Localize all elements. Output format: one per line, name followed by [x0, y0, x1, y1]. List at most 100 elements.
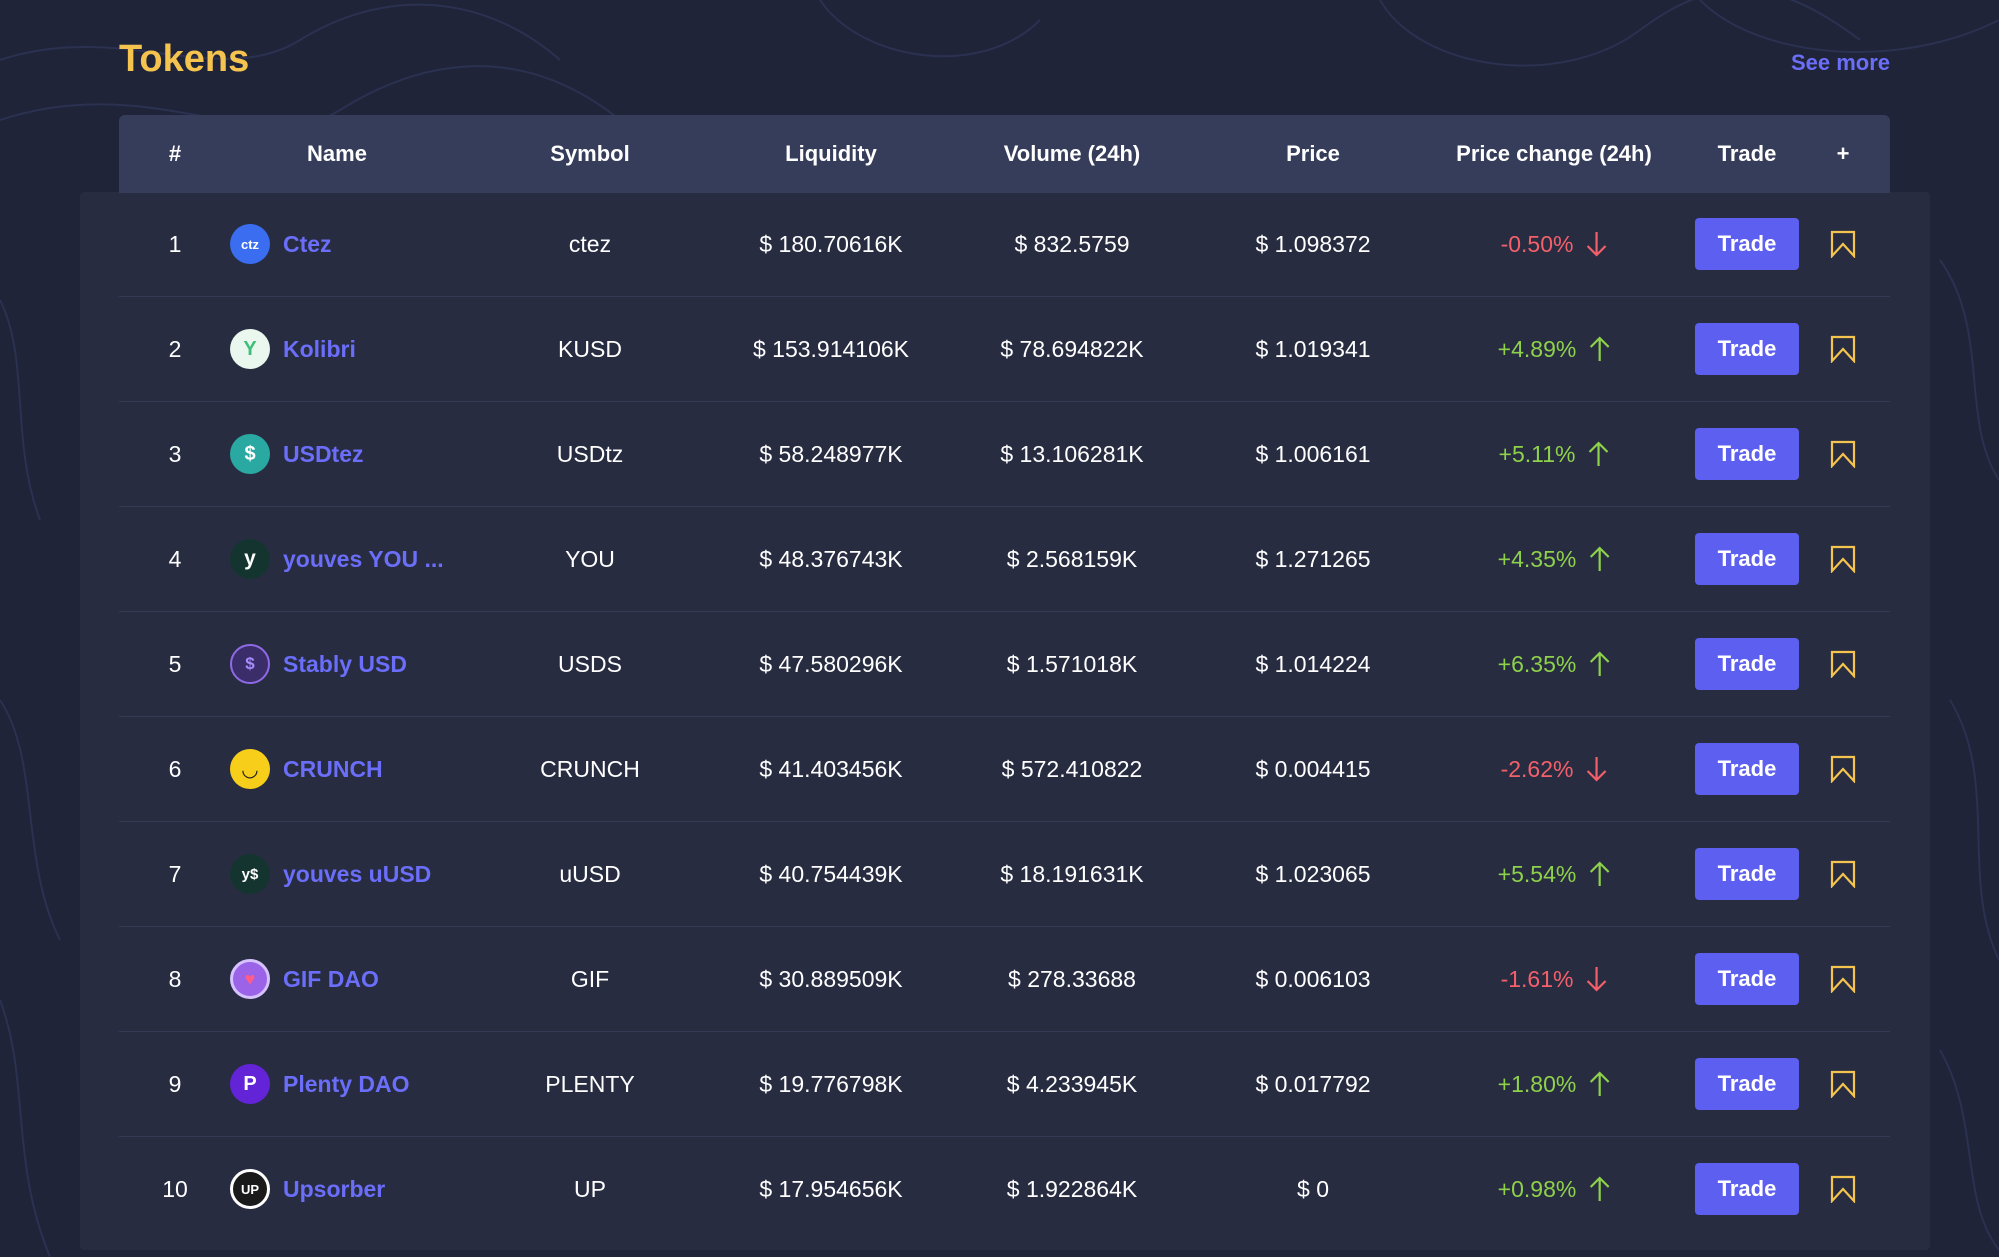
- trade-button[interactable]: Trade: [1695, 1163, 1799, 1215]
- arrow-down-icon: [1585, 231, 1607, 257]
- token-symbol: ctez: [568, 231, 612, 257]
- table-header: # Name Symbol Liquidity Volume (24h) Pri…: [119, 115, 1890, 193]
- token-name-link[interactable]: Plenty DAO: [283, 1070, 410, 1097]
- price-change: +6.35%: [1498, 612, 1611, 716]
- header-price[interactable]: Price: [1286, 141, 1340, 166]
- token-name-cell[interactable]: ♥ GIF DAO: [230, 927, 379, 1031]
- trade-button[interactable]: Trade: [1695, 953, 1799, 1005]
- header-symbol[interactable]: Symbol: [550, 141, 630, 166]
- token-name-link[interactable]: Ctez: [283, 230, 332, 257]
- token-symbol: KUSD: [558, 336, 622, 362]
- header-volume[interactable]: Volume (24h): [1003, 141, 1141, 166]
- bookmark-icon[interactable]: [1829, 755, 1857, 784]
- arrow-up-icon: [1587, 441, 1609, 467]
- table-row: 9 P Plenty DAO PLENTY $ 19.776798K $ 4.2…: [119, 1032, 1890, 1137]
- token-price: $ 0: [1297, 1176, 1329, 1202]
- trade-button[interactable]: Trade: [1695, 428, 1799, 480]
- token-name-cell[interactable]: y$ youves uUSD: [230, 822, 431, 926]
- price-change: +0.98%: [1498, 1137, 1611, 1241]
- bookmark-icon[interactable]: [1829, 335, 1857, 364]
- arrow-up-icon: [1588, 336, 1610, 362]
- token-volume: $ 1.922864K: [1006, 1176, 1138, 1202]
- token-volume: $ 4.233945K: [1006, 1071, 1138, 1097]
- token-name-cell[interactable]: Y Kolibri: [230, 297, 356, 401]
- row-index: 5: [168, 651, 182, 677]
- bookmark-icon[interactable]: [1829, 545, 1857, 574]
- stably-logo-icon: $: [230, 644, 270, 684]
- table-row: 5 $ Stably USD USDS $ 47.580296K $ 1.571…: [119, 612, 1890, 717]
- token-name-link[interactable]: youves YOU ...: [283, 545, 444, 572]
- header-price-change[interactable]: Price change (24h): [1456, 141, 1652, 166]
- trade-button[interactable]: Trade: [1695, 638, 1799, 690]
- table-body-panel: [80, 192, 1930, 1250]
- bookmark-icon[interactable]: [1829, 1070, 1857, 1099]
- token-liquidity: $ 153.914106K: [752, 336, 910, 362]
- token-name-cell[interactable]: y youves YOU ...: [230, 507, 444, 611]
- bookmark-icon[interactable]: [1829, 440, 1857, 469]
- token-volume: $ 2.568159K: [1006, 546, 1138, 572]
- trade-button[interactable]: Trade: [1695, 533, 1799, 585]
- trade-button[interactable]: Trade: [1695, 218, 1799, 270]
- table-row: 7 y$ youves uUSD uUSD $ 40.754439K $ 18.…: [119, 822, 1890, 927]
- row-index: 8: [168, 966, 182, 992]
- price-change: -2.62%: [1501, 717, 1608, 821]
- row-index: 3: [168, 441, 182, 467]
- bookmark-icon[interactable]: [1829, 230, 1857, 259]
- token-symbol: PLENTY: [545, 1071, 635, 1097]
- price-change: -0.50%: [1501, 192, 1608, 296]
- arrow-up-icon: [1588, 546, 1610, 572]
- token-name-link[interactable]: USDtez: [283, 440, 364, 467]
- token-liquidity: $ 17.954656K: [759, 1176, 903, 1202]
- price-change-value: +4.35%: [1497, 546, 1577, 572]
- token-liquidity: $ 58.248977K: [759, 441, 903, 467]
- token-liquidity: $ 48.376743K: [759, 546, 903, 572]
- header-liquidity[interactable]: Liquidity: [785, 141, 877, 166]
- trade-button[interactable]: Trade: [1695, 1058, 1799, 1110]
- price-change: +5.54%: [1498, 822, 1611, 926]
- bookmark-icon[interactable]: [1829, 965, 1857, 994]
- token-price: $ 0.004415: [1255, 756, 1371, 782]
- token-name-link[interactable]: CRUNCH: [283, 755, 383, 782]
- token-price: $ 1.023065: [1255, 861, 1371, 887]
- trade-button[interactable]: Trade: [1695, 848, 1799, 900]
- bookmark-icon[interactable]: [1829, 1175, 1857, 1204]
- token-liquidity: $ 41.403456K: [759, 756, 903, 782]
- token-symbol: CRUNCH: [540, 756, 640, 782]
- page-title: Tokens: [119, 38, 250, 80]
- token-price: $ 0.006103: [1255, 966, 1371, 992]
- table-row: 2 Y Kolibri KUSD $ 153.914106K $ 78.6948…: [119, 297, 1890, 402]
- price-change-value: +1.80%: [1497, 1071, 1577, 1097]
- token-liquidity: $ 47.580296K: [759, 651, 903, 677]
- token-price: $ 1.014224: [1255, 651, 1371, 677]
- token-name-link[interactable]: Kolibri: [283, 335, 356, 362]
- token-name-link[interactable]: Stably USD: [283, 650, 407, 677]
- bookmark-icon[interactable]: [1829, 650, 1857, 679]
- bookmark-icon[interactable]: [1829, 860, 1857, 889]
- upsorber-logo-icon: UP: [230, 1169, 270, 1209]
- token-name-cell[interactable]: $ Stably USD: [230, 612, 407, 716]
- token-name-cell[interactable]: $ USDtez: [230, 402, 364, 506]
- header-name[interactable]: Name: [307, 141, 367, 166]
- plenty-logo-icon: P: [230, 1064, 270, 1104]
- token-name-cell[interactable]: P Plenty DAO: [230, 1032, 410, 1136]
- header-trade: Trade: [1717, 141, 1777, 166]
- token-table-rows: 1 ctz Ctez ctez $ 180.70616K $ 832.5759 …: [119, 192, 1890, 1242]
- trade-button[interactable]: Trade: [1695, 743, 1799, 795]
- token-name-link[interactable]: GIF DAO: [283, 965, 379, 992]
- token-name-cell[interactable]: UP Upsorber: [230, 1137, 385, 1241]
- token-name-link[interactable]: youves uUSD: [283, 860, 432, 887]
- trade-button[interactable]: Trade: [1695, 323, 1799, 375]
- table-row: 8 ♥ GIF DAO GIF $ 30.889509K $ 278.33688…: [119, 927, 1890, 1032]
- row-index: 4: [168, 546, 182, 572]
- see-more-link[interactable]: See more: [1790, 50, 1890, 75]
- kolibri-logo-icon: Y: [230, 329, 270, 369]
- token-name-cell[interactable]: ctz Ctez: [230, 192, 332, 296]
- token-name-cell[interactable]: ◡ CRUNCH: [230, 717, 383, 821]
- crunch-logo-icon: ◡: [230, 749, 270, 789]
- row-index: 7: [168, 861, 182, 887]
- arrow-down-icon: [1585, 756, 1607, 782]
- header-add-button[interactable]: +: [1836, 141, 1850, 166]
- token-name-link[interactable]: Upsorber: [283, 1175, 386, 1202]
- price-change: +1.80%: [1498, 1032, 1611, 1136]
